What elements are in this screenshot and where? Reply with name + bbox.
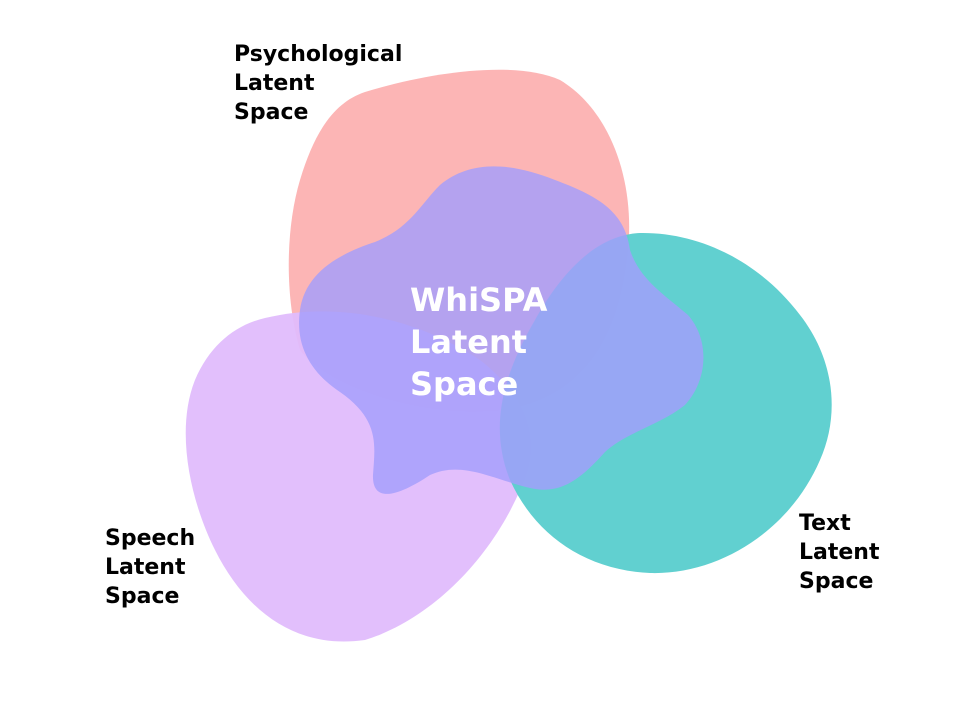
speech-label-line-2: Latent <box>105 555 186 580</box>
speech-label-line-3: Space <box>105 584 180 609</box>
whispa-latent-space-label: WhiSPA Latent Space <box>410 279 547 405</box>
text-latent-space-label: Text Latent Space <box>799 509 879 596</box>
psychological-label-line-3: Space <box>234 100 309 125</box>
whispa-label-line-2: Latent <box>410 323 528 361</box>
whispa-label-line-3: Space <box>410 365 519 403</box>
psychological-label-line-1: Psychological <box>234 42 403 67</box>
whispa-latent-space-blob <box>299 166 704 494</box>
speech-label-line-1: Speech <box>105 526 196 551</box>
psychological-label-line-2: Latent <box>234 71 315 96</box>
text-label-line-1: Text <box>799 511 851 536</box>
speech-latent-space-label: Speech Latent Space <box>105 524 195 611</box>
psychological-latent-space-label: Psychological Latent Space <box>234 40 402 127</box>
whispa-label-line-1: WhiSPA <box>410 281 548 319</box>
text-label-line-2: Latent <box>799 540 880 565</box>
text-label-line-3: Space <box>799 569 874 594</box>
